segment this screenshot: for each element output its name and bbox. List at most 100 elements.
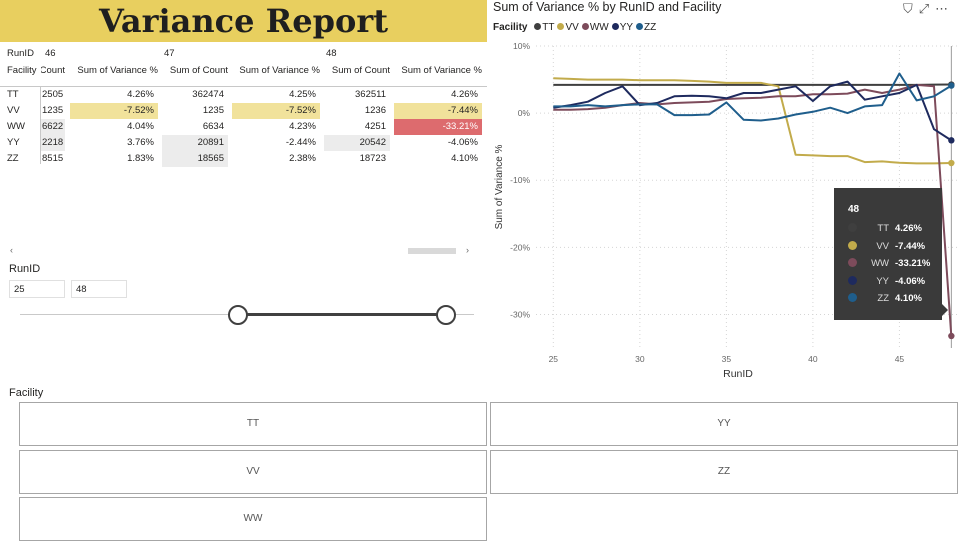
range-min-input[interactable]: 25 — [9, 280, 65, 298]
focus-mode-icon[interactable]: ⤢ — [918, 1, 936, 16]
tooltip-series-name: YY — [876, 275, 889, 287]
facility-button-tt[interactable]: TT — [19, 402, 487, 446]
count-cell[interactable]: 4251 — [364, 121, 386, 132]
count-cell[interactable]: 1236 — [364, 105, 386, 116]
facility-button-zz[interactable]: ZZ — [490, 450, 958, 494]
y-tick-label: 10% — [513, 41, 530, 51]
run-id-header[interactable]: 48 — [326, 48, 337, 59]
variance-cell[interactable]: 4.23% — [289, 121, 316, 132]
legend-item[interactable]: YY — [611, 22, 633, 33]
variance-cell[interactable]: -33.21% — [394, 119, 482, 135]
slider-selected-range[interactable] — [237, 313, 445, 316]
count-column-header[interactable]: Sum of Count — [169, 65, 228, 76]
count-cell[interactable]: 18565 — [162, 151, 228, 167]
variance-column-header[interactable]: Sum of Variance % — [401, 65, 482, 76]
variance-cell[interactable]: 4.10% — [451, 153, 478, 164]
range-max-input[interactable]: 48 — [71, 280, 127, 298]
x-tick-label: 40 — [808, 354, 818, 364]
legend-title: Facility — [493, 22, 528, 33]
count-column-header[interactable]: Sum of Count — [331, 65, 390, 76]
variance-cell[interactable]: -7.52% — [70, 103, 158, 119]
variance-cell[interactable]: -2.44% — [285, 137, 316, 148]
column-divider — [40, 86, 41, 164]
series-line-yy — [553, 80, 952, 142]
count-cell[interactable]: 20891 — [162, 135, 228, 151]
variance-cell[interactable]: 4.26% — [127, 89, 154, 100]
tooltip-row: TT 4.26% — [848, 221, 940, 236]
header-divider — [0, 86, 487, 87]
row-header-facility[interactable]: YY — [7, 137, 20, 148]
legend-item[interactable]: TT — [534, 22, 554, 33]
slider-track[interactable] — [20, 314, 237, 315]
count-cell[interactable]: 2218 — [41, 135, 65, 151]
legend-label: ZZ — [644, 22, 657, 33]
series-marker-ww — [948, 332, 955, 340]
tooltip-row: ZZ 4.10% — [848, 291, 940, 306]
scroll-right-button[interactable]: › — [466, 245, 469, 255]
variance-cell[interactable]: -4.06% — [447, 137, 478, 148]
variance-cell[interactable]: 4.25% — [289, 89, 316, 100]
tooltip-series-name: WW — [871, 258, 889, 269]
tooltip-series-value: -4.06% — [895, 275, 926, 287]
count-cell[interactable]: 8515 — [42, 153, 64, 164]
matrix-table[interactable]: RunID 46 47 48 Facility Count Sum of Var… — [0, 44, 487, 259]
variance-cell[interactable]: 3.76% — [127, 137, 154, 148]
row-header-facility[interactable]: WW — [7, 121, 25, 132]
variance-cell[interactable]: -7.44% — [394, 103, 482, 119]
run-id-header[interactable]: 46 — [45, 48, 56, 59]
row-header-facility[interactable]: VV — [7, 105, 20, 116]
scroll-left-button[interactable]: ‹ — [10, 245, 13, 255]
count-cell[interactable]: 362511 — [355, 89, 386, 100]
count-cell[interactable]: 6622 — [41, 119, 65, 135]
chart-legend: Facility TT VV WW YY ZZ — [493, 22, 659, 33]
legend-dot-icon — [581, 23, 589, 30]
filter-icon[interactable]: ⛉ — [903, 1, 919, 16]
facility-button-vv[interactable]: VV — [19, 450, 487, 494]
count-cell[interactable]: 2505 — [42, 89, 64, 100]
scrollbar-thumb[interactable] — [408, 248, 456, 254]
count-cell[interactable]: 362474 — [192, 89, 224, 100]
legend-dot-icon — [557, 23, 565, 30]
row-header-facility[interactable]: ZZ — [7, 153, 19, 164]
variance-cell[interactable]: -7.52% — [232, 103, 320, 119]
line-chart[interactable]: 10% 0% -10% -20% -30% 25 30 35 40 45 RunID Sum of V… — [488, 36, 970, 381]
variance-cell[interactable]: 4.04% — [127, 121, 154, 132]
legend-item[interactable]: ZZ — [636, 22, 656, 33]
series-line-zz — [553, 72, 952, 122]
count-cell[interactable]: 20542 — [324, 135, 390, 151]
series-dot-icon — [848, 275, 857, 285]
tooltip-pointer — [942, 304, 948, 316]
variance-cell[interactable]: 1.83% — [127, 153, 154, 164]
variance-column-header[interactable]: Sum of Variance % — [239, 65, 320, 76]
more-options-icon[interactable]: ⋯ — [935, 1, 955, 16]
count-cell[interactable]: 1235 — [202, 105, 224, 116]
y-axis-title: Sum of Variance % — [494, 144, 505, 229]
legend-label: TT — [542, 22, 555, 33]
x-tick-label: 30 — [635, 354, 645, 364]
facility-button-ww[interactable]: WW — [19, 497, 487, 541]
slider-track[interactable] — [454, 314, 474, 315]
run-id-header[interactable]: 47 — [164, 48, 175, 59]
variance-cell[interactable]: 2.38% — [289, 153, 316, 164]
title-banner — [0, 0, 487, 42]
row-header-facility[interactable]: TT — [7, 89, 19, 100]
legend-item[interactable]: VV — [557, 22, 579, 33]
variance-column-header[interactable]: Sum of Variance % — [77, 65, 158, 76]
y-tick-label: -20% — [510, 242, 530, 252]
series-marker-vv — [948, 159, 955, 167]
series-marker-zz — [948, 82, 955, 89]
facility-button-yy[interactable]: YY — [490, 402, 958, 446]
count-cell[interactable]: 18723 — [359, 153, 386, 164]
slider-min-handle[interactable] — [228, 305, 248, 325]
runid-slicer-label: RunID — [9, 263, 41, 275]
legend-label: VV — [565, 22, 579, 33]
variance-cell[interactable]: 4.26% — [451, 89, 478, 100]
series-marker-yy — [948, 137, 955, 144]
slider-max-handle[interactable] — [436, 305, 456, 325]
count-column-header[interactable]: Count — [41, 65, 65, 76]
count-cell[interactable]: 6634 — [202, 121, 224, 132]
facility-column-header[interactable]: Facility — [7, 65, 37, 76]
tooltip-series-value: 4.10% — [895, 293, 922, 304]
count-cell[interactable]: 1235 — [42, 105, 64, 116]
legend-item[interactable]: WW — [581, 22, 609, 33]
